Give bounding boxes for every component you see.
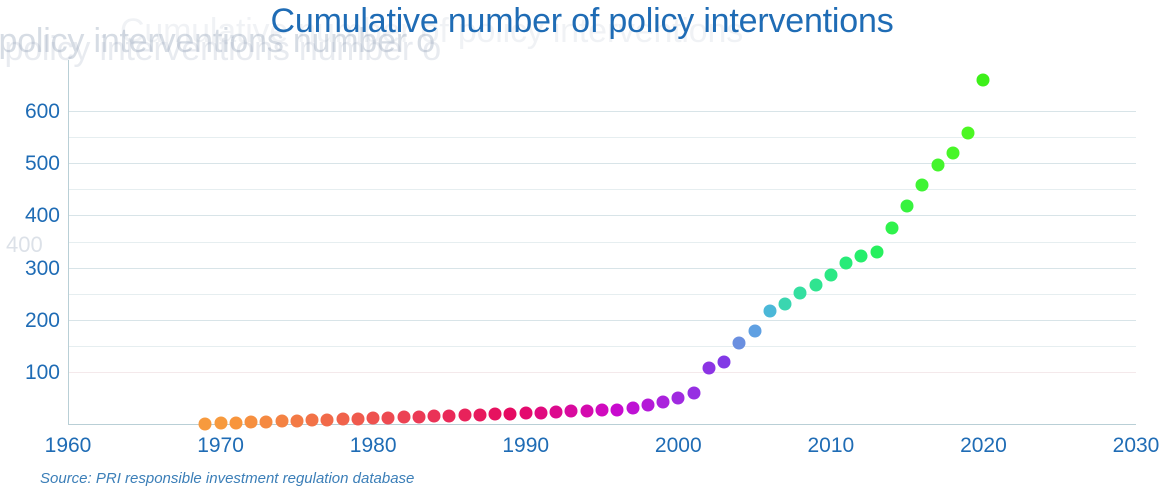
data-point [214, 416, 228, 430]
x-tick-label-2020: 2020 [960, 434, 1007, 457]
gridline-minor-450 [68, 189, 1136, 191]
x-tick-label-2000: 2000 [654, 434, 702, 457]
data-point [320, 413, 334, 427]
gridline-minor-350 [68, 241, 1136, 243]
data-point [198, 417, 212, 431]
data-point [519, 406, 533, 420]
data-point [503, 407, 517, 421]
data-point [259, 415, 273, 429]
ghost-ytick-400: 400 [6, 232, 43, 257]
gridline-minor-150 [68, 345, 1136, 347]
data-point [564, 404, 578, 418]
y-axis-line [68, 60, 69, 425]
data-point [458, 408, 472, 422]
gridline-500 [68, 163, 1136, 165]
x-tick-label-1960: 1960 [44, 434, 92, 457]
data-point [336, 412, 350, 426]
x-tick-label-1970: 1970 [197, 434, 244, 457]
data-point [549, 405, 563, 419]
data-point [366, 411, 380, 425]
data-point [595, 403, 609, 417]
data-point [381, 411, 395, 425]
data-point [671, 391, 685, 405]
plot-area: 100 200 300 400 500 600 1960 1970 1980 1990 2000 2… [25, 60, 1159, 457]
data-point [229, 416, 243, 430]
data-point [763, 304, 777, 318]
data-point [534, 406, 548, 419]
data-point [244, 415, 258, 429]
data-point [778, 297, 792, 311]
x-axis-line [68, 424, 1136, 425]
data-point [885, 221, 899, 235]
data-point [351, 412, 365, 426]
data-point [732, 336, 746, 350]
x-tick-label-1990: 1990 [502, 434, 550, 457]
data-point [427, 409, 441, 423]
gridline-200 [68, 319, 1136, 321]
data-point [854, 249, 868, 263]
data-point [610, 403, 624, 417]
data-point [687, 386, 701, 400]
data-point [809, 278, 823, 292]
y-tick-label-300: 300 [24, 256, 60, 280]
data-point [442, 409, 456, 423]
gridline-400 [68, 215, 1136, 217]
gridline-600 [68, 111, 1136, 113]
data-point [748, 324, 762, 338]
data-point [305, 413, 319, 427]
data-point [824, 268, 838, 282]
data-point [656, 395, 670, 409]
data-point [412, 410, 426, 424]
data-point [915, 178, 929, 192]
y-tick-label-600: 600 [24, 100, 60, 124]
y-tick-label-100: 100 [24, 360, 60, 384]
data-point [931, 158, 945, 172]
gridline-minor-250 [68, 293, 1136, 295]
y-tick-label-500: 500 [24, 152, 60, 176]
data-point [870, 245, 884, 259]
data-point [946, 146, 960, 160]
data-point [473, 408, 487, 422]
data-point [702, 361, 716, 375]
gridline-300 [68, 267, 1136, 269]
x-tick-label-1980: 1980 [349, 434, 397, 457]
data-point [275, 414, 289, 428]
data-point [290, 414, 304, 428]
source-note: Source: PRI responsible investment regul… [40, 470, 415, 487]
gridline-100 [68, 371, 1136, 373]
data-point [626, 401, 639, 415]
x-tick-label-2030: 2030 [1112, 434, 1160, 457]
data-point [839, 256, 853, 270]
y-tick-label-400: 400 [24, 204, 60, 228]
data-point [717, 355, 731, 369]
gridline-minor-550 [68, 137, 1136, 139]
data-point [793, 286, 807, 300]
data-point [580, 404, 594, 418]
y-tick-label-200: 200 [24, 308, 60, 332]
data-point [488, 407, 502, 421]
data-point [397, 410, 411, 424]
data-point [976, 73, 990, 87]
chart-title: Cumulative number of policy intervention… [270, 2, 894, 40]
data-point [641, 398, 655, 412]
data-point [900, 199, 914, 213]
x-tick-label-2010: 2010 [807, 434, 855, 457]
data-point [961, 126, 975, 140]
